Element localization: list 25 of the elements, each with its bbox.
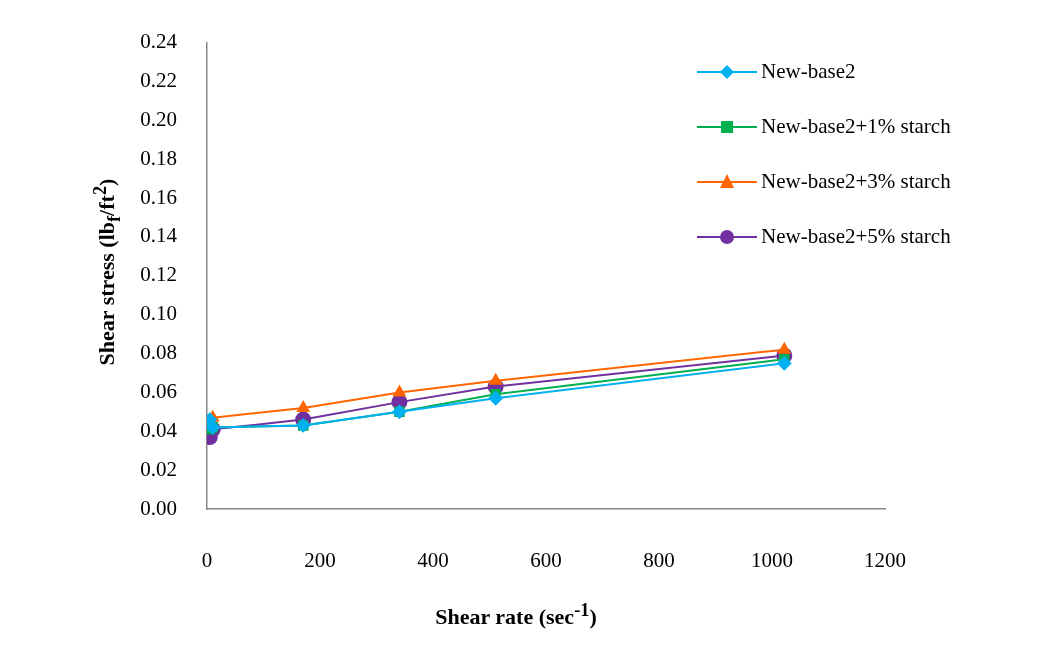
y-tick-label: 0.18 <box>140 145 177 170</box>
legend-label: New-base2+1% starch <box>761 114 951 139</box>
y-tick-label: 0.14 <box>140 223 178 248</box>
y-tick-label: 0.00 <box>140 495 177 520</box>
y-tick-label: 0.24 <box>140 29 178 54</box>
y-tick-label: 0.12 <box>140 262 177 287</box>
x-tick-label: 400 <box>417 548 449 573</box>
y-tick-label: 0.04 <box>140 417 178 442</box>
x-tick-label: 600 <box>530 548 562 573</box>
y-tick-label: 0.02 <box>140 456 177 481</box>
legend-label: New-base2 <box>761 59 856 84</box>
y-tick-label: 0.06 <box>140 378 177 403</box>
x-tick-label: 800 <box>643 548 675 573</box>
x-tick-label: 1000 <box>751 548 793 573</box>
x-tick-label: 1200 <box>864 548 906 573</box>
x-tick-label: 200 <box>304 548 336 573</box>
y-tick-label: 0.22 <box>140 67 177 92</box>
legend-label: New-base2+3% starch <box>761 169 951 194</box>
x-axis-title: Shear rate (sec$^{-1}$) <box>434 600 598 631</box>
legend-label: New-base2+5% starch <box>761 224 951 249</box>
y-tick-label: 0.10 <box>140 301 177 326</box>
y-tick-label: 0.16 <box>140 184 177 209</box>
x-tick-label: 0 <box>201 548 213 573</box>
y-tick-label: 0.08 <box>140 340 177 365</box>
y-tick-label: 0.20 <box>140 106 177 131</box>
